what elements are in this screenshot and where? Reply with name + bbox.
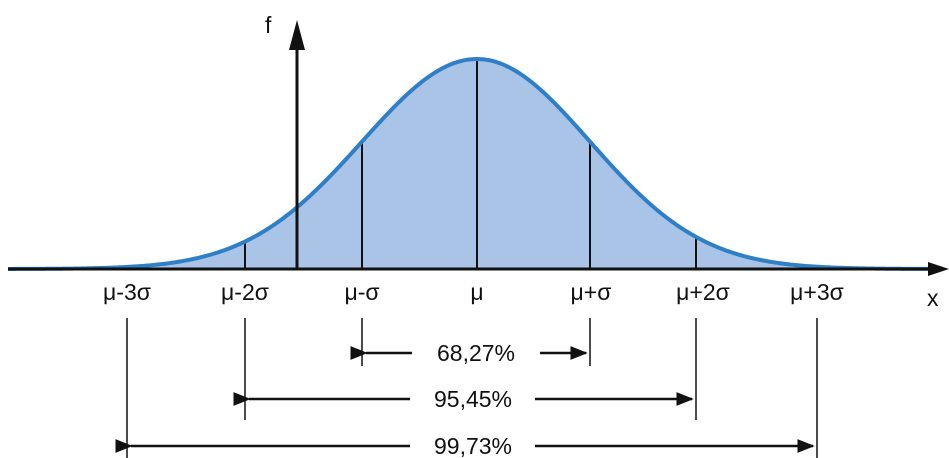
bell-curve (7, 57, 930, 271)
tick-label-mu-plus-3sigma: μ+3σ (790, 279, 844, 305)
interval-label-95: 95,45% (434, 386, 512, 412)
y-axis-arrow-icon (289, 20, 305, 50)
x-axis-arrow-icon (928, 262, 949, 276)
sigma-lines (244, 59, 697, 269)
tick-label-mu-minus-3sigma: μ-3σ (103, 279, 151, 305)
area-under-curve (8, 59, 930, 270)
tick-label-mu-plus-sigma: μ+σ (571, 279, 612, 305)
tick-label-mu-minus-2sigma: μ-2σ (221, 279, 269, 305)
tick-label-mu-minus-sigma: μ-σ (344, 279, 379, 305)
interval-label-68: 68,27% (437, 340, 515, 366)
x-axis-label: x (927, 285, 939, 311)
tick-label-mu: μ (470, 279, 483, 305)
tick-label-mu-plus-2sigma: μ+2σ (676, 279, 730, 305)
y-axis-label: f (265, 12, 272, 38)
interval-label-99: 99,73% (434, 433, 512, 458)
